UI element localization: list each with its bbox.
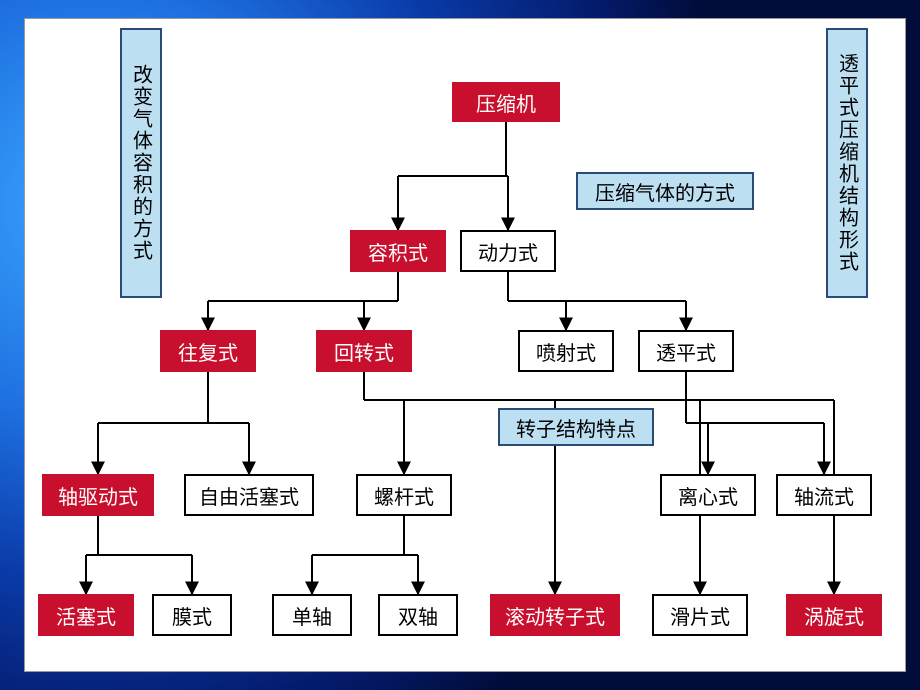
node-recip: 往复式	[160, 330, 256, 372]
node-axial: 轴流式	[776, 474, 872, 516]
node-vane: 滑片式	[652, 594, 748, 636]
node-jet: 喷射式	[518, 330, 614, 372]
node-root: 压缩机	[452, 82, 560, 122]
node-screw: 螺杆式	[356, 474, 452, 516]
node-volumetric: 容积式	[350, 230, 446, 272]
node-sidebar_left: 改变气体容积的方式	[120, 28, 162, 298]
node-twin_shaft: 双轴	[378, 594, 458, 636]
node-rotary: 回转式	[316, 330, 412, 372]
node-single_shaft: 单轴	[272, 594, 352, 636]
node-diaphragm: 膜式	[152, 594, 232, 636]
node-note_rotor: 转子结构特点	[498, 408, 654, 446]
node-roll_rotor: 滚动转子式	[490, 594, 620, 636]
node-sidebar_right: 透平式压缩机结构形式	[826, 28, 868, 298]
node-free_piston: 自由活塞式	[184, 474, 314, 516]
node-centrif: 离心式	[660, 474, 756, 516]
node-note_mode: 压缩气体的方式	[576, 172, 754, 210]
node-shaft_drv: 轴驱动式	[42, 474, 154, 516]
node-scroll: 涡旋式	[786, 594, 882, 636]
node-dynamic: 动力式	[460, 230, 556, 272]
node-piston: 活塞式	[38, 594, 134, 636]
node-turbo: 透平式	[638, 330, 734, 372]
